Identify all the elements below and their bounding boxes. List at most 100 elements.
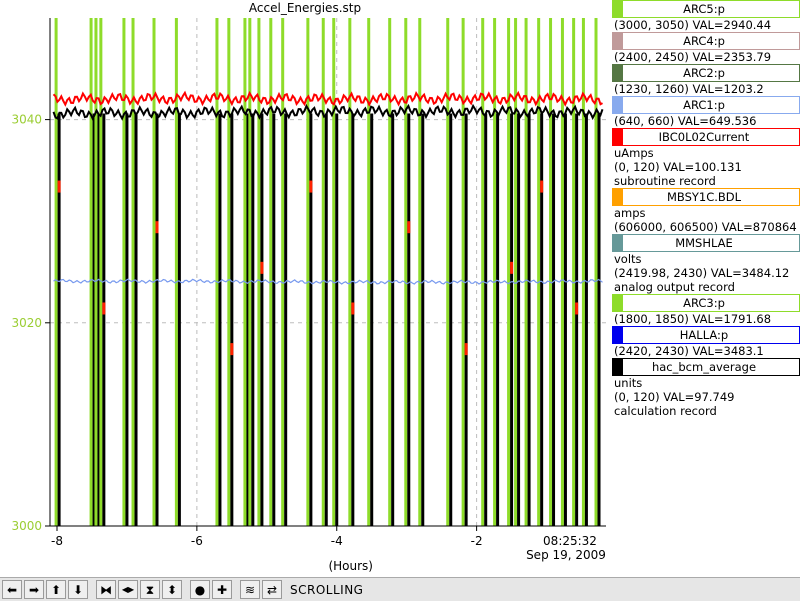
legend-color-swatch (613, 33, 623, 49)
legend-item[interactable]: ARC1:p (640, 660) VAL=649.536 (610, 96, 800, 128)
trip-marker-black (563, 113, 567, 526)
trip-marker-black (407, 113, 411, 526)
trip-marker-black (335, 113, 339, 526)
trip-marker-black (575, 113, 579, 526)
legend-color-swatch (613, 359, 623, 375)
x-tick-label: -8 (51, 534, 63, 548)
trip-marker-black (230, 113, 234, 526)
legend-item-name: ARC4:p (683, 34, 725, 48)
legend-item-header[interactable]: MBSY1C.BDL (612, 188, 800, 206)
legend-item-header[interactable]: ARC3:p (612, 294, 800, 312)
legend-color-swatch (613, 65, 623, 81)
legend-color-swatch (613, 235, 623, 251)
legend-item[interactable]: MMSHLAE volts (2419.98, 2430) VAL=3484.12 a… (610, 234, 800, 294)
legend-item[interactable]: MBSY1C.BDL amps (606000, 606500) VAL=87086… (610, 188, 800, 234)
scroll-down-button[interactable]: ⬇ (68, 580, 88, 599)
scroll-left-button[interactable]: ⬅ (2, 580, 22, 599)
scroll-up-button[interactable]: ⬆ (46, 580, 66, 599)
config-button[interactable]: ≋ (240, 580, 260, 599)
trip-marker-red (102, 302, 106, 315)
series-line-hac-bcm-average (52, 103, 604, 122)
legend-item[interactable]: IBC0L02Current uAmps (0, 120) VAL=100.131 s… (610, 128, 800, 188)
legend-item-header[interactable]: ARC5:p (612, 0, 800, 18)
scroll-mode-button[interactable]: ⇄ (262, 580, 282, 599)
legend-color-swatch (613, 1, 623, 17)
trip-marker-green (174, 18, 178, 526)
trip-marker-black (251, 113, 255, 526)
legend-color-swatch (613, 189, 623, 205)
legend-item-header[interactable]: hac_bcm_average (612, 358, 800, 376)
legend-item-detail: (2420, 2430) VAL=3483.1 (614, 344, 764, 358)
trip-marker-red (260, 261, 264, 274)
trip-marker-black (496, 113, 500, 526)
legend-color-swatch (613, 129, 623, 145)
trip-marker-green (227, 18, 231, 526)
status-text: SCROLLING (290, 582, 364, 597)
x-tick-label: -4 (331, 534, 343, 548)
trip-marker-black (421, 113, 425, 526)
legend-item[interactable]: ARC4:p (2400, 2450) VAL=2353.79 (610, 32, 800, 64)
scroll-left-icon: ⬅ (6, 582, 18, 597)
trip-marker-black (391, 113, 395, 526)
scroll-mode-icon: ⇄ (266, 582, 278, 597)
zoom-out-x-icon: ◀▶ (121, 584, 135, 594)
time-label: 08:25:32 (543, 534, 597, 548)
trip-marker-green (257, 18, 261, 526)
zoom-out-y-button[interactable]: ⬍ (162, 580, 182, 599)
legend-item-name: MMSHLAE (675, 236, 733, 250)
trip-marker-green (481, 18, 485, 526)
legend-item-name: IBC0L02Current (658, 130, 750, 144)
trip-marker-black (92, 113, 96, 526)
legend-item-detail: (0, 120) VAL=97.749 (614, 390, 735, 404)
trip-marker-red (407, 221, 411, 234)
legend-item-name: hac_bcm_average (651, 360, 757, 374)
legend-color-swatch (613, 295, 623, 311)
trip-marker-red (230, 343, 234, 356)
trip-marker-red (575, 302, 579, 315)
legend-item-header[interactable]: ARC4:p (612, 32, 800, 50)
legend-item[interactable]: ARC5:p (3000, 3050) VAL=2940.44 (610, 0, 800, 32)
zoom-in-y-icon: ⧗ (145, 582, 155, 597)
legend-item-name: ARC1:p (683, 98, 725, 112)
legend-item[interactable]: ARC3:p (1800, 1850) VAL=1791.68 (610, 294, 800, 326)
trip-marker-green (404, 18, 408, 526)
legend-item[interactable]: ARC2:p (1230, 1260) VAL=1203.2 (610, 64, 800, 96)
trip-marker-black (125, 113, 129, 526)
series-line-arc1-p (53, 278, 603, 285)
legend-item-header[interactable]: MMSHLAE (612, 234, 800, 252)
trip-marker-green (388, 18, 392, 526)
legend-item[interactable]: HALLA:p (2420, 2430) VAL=3483.1 (610, 326, 800, 358)
record-icon: ● (194, 582, 206, 597)
legend-item-detail: calculation record (614, 404, 717, 418)
trip-marker-green (152, 18, 156, 526)
trip-marker-black (309, 113, 313, 526)
y-tick-label: 3040 (11, 113, 42, 127)
legend-item-header[interactable]: HALLA:p (612, 326, 800, 344)
zoom-out-x-button[interactable]: ◀▶ (118, 580, 138, 599)
scroll-right-button[interactable]: ➡ (24, 580, 44, 599)
trip-marker-green (524, 18, 528, 526)
legend-item-detail: (2400, 2450) VAL=2353.79 (614, 50, 772, 64)
trip-marker-black (177, 113, 181, 526)
legend-item-header[interactable]: ARC1:p (612, 96, 800, 114)
trip-marker-black (97, 113, 101, 526)
config-icon: ≋ (244, 582, 256, 597)
center-button[interactable]: ✚ (212, 580, 232, 599)
legend-item-header[interactable]: IBC0L02Current (612, 128, 800, 146)
zoom-in-y-button[interactable]: ⧗ (140, 580, 160, 599)
trip-marker-black (155, 113, 159, 526)
trip-marker-red (464, 343, 468, 356)
trip-marker-green (367, 18, 371, 526)
record-button[interactable]: ● (190, 580, 210, 599)
zoom-out-y-icon: ⬍ (166, 582, 178, 597)
trip-marker-green (215, 18, 219, 526)
trip-marker-black (218, 113, 222, 526)
legend-item-detail: units (614, 376, 643, 390)
trip-marker-black (540, 113, 544, 526)
legend-item-header[interactable]: ARC2:p (612, 64, 800, 82)
y-tick-label: 3000 (11, 519, 42, 533)
zoom-in-x-button[interactable]: ⧓ (96, 580, 116, 599)
x-tick-label: -6 (191, 534, 203, 548)
